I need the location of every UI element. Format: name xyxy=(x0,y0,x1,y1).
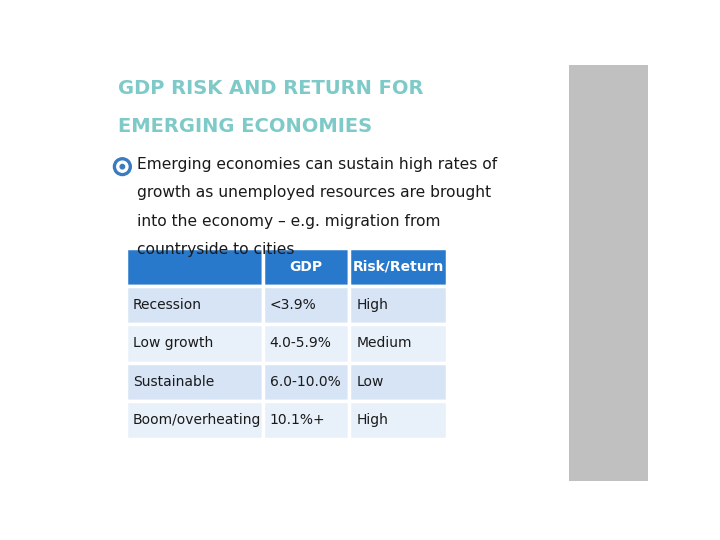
Bar xyxy=(349,286,447,324)
Bar xyxy=(349,362,447,401)
Text: High: High xyxy=(356,298,388,312)
Ellipse shape xyxy=(117,161,128,172)
Text: 6.0-10.0%: 6.0-10.0% xyxy=(270,375,341,389)
Text: GDP: GDP xyxy=(289,260,323,274)
Text: Low: Low xyxy=(356,375,384,389)
Text: High: High xyxy=(356,413,388,427)
Bar xyxy=(349,248,447,286)
Bar xyxy=(126,248,263,286)
Bar xyxy=(126,324,263,362)
Text: GDP RISK AND RETURN FOR: GDP RISK AND RETURN FOR xyxy=(118,79,423,98)
Text: countryside to cities: countryside to cities xyxy=(138,242,295,257)
Ellipse shape xyxy=(120,165,125,169)
Ellipse shape xyxy=(114,158,131,176)
Text: Emerging economies can sustain high rates of: Emerging economies can sustain high rate… xyxy=(138,157,498,172)
Bar xyxy=(126,362,263,401)
Text: Risk/Return: Risk/Return xyxy=(353,260,444,274)
Bar xyxy=(569,65,648,481)
Text: into the economy – e.g. migration from: into the economy – e.g. migration from xyxy=(138,214,441,228)
Bar xyxy=(126,401,263,439)
Bar xyxy=(349,401,447,439)
Text: Boom/overheating: Boom/overheating xyxy=(133,413,261,427)
Bar xyxy=(263,286,349,324)
Text: 10.1%+: 10.1%+ xyxy=(270,413,325,427)
Text: Medium: Medium xyxy=(356,336,412,350)
Text: Low growth: Low growth xyxy=(133,336,213,350)
Text: 4.0-5.9%: 4.0-5.9% xyxy=(270,336,331,350)
Bar xyxy=(126,286,263,324)
Text: Sustainable: Sustainable xyxy=(133,375,215,389)
Bar xyxy=(263,401,349,439)
Text: growth as unemployed resources are brought: growth as unemployed resources are broug… xyxy=(138,185,492,200)
Text: EMERGING ECONOMIES: EMERGING ECONOMIES xyxy=(118,117,372,136)
Bar xyxy=(263,248,349,286)
Bar xyxy=(263,324,349,362)
Bar xyxy=(263,362,349,401)
Text: Recession: Recession xyxy=(133,298,202,312)
Bar xyxy=(349,324,447,362)
Text: <3.9%: <3.9% xyxy=(270,298,316,312)
